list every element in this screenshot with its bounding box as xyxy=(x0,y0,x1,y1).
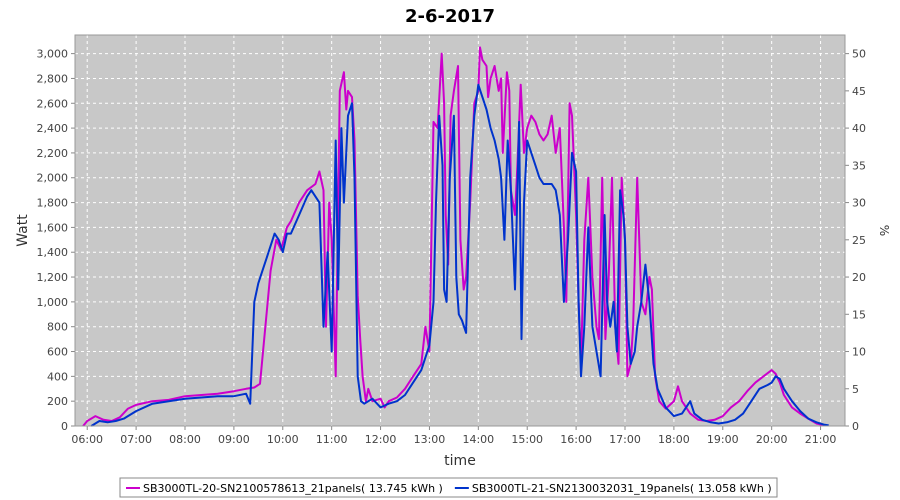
x-tick-label: 16:00 xyxy=(560,433,592,446)
tick-labels: 02004006008001,0001,2001,4001,6001,8002,… xyxy=(37,48,867,446)
x-tick-label: 10:00 xyxy=(267,433,299,446)
y-tick-label: 2,600 xyxy=(37,97,69,110)
y-tick-label: 0 xyxy=(61,420,68,433)
y-tick-label: 2,800 xyxy=(37,72,69,85)
y2-tick-label: 20 xyxy=(852,271,866,284)
x-tick-label: 13:00 xyxy=(414,433,446,446)
axes xyxy=(71,34,849,430)
x-tick-label: 21:00 xyxy=(805,433,837,446)
y-tick-label: 800 xyxy=(47,321,68,334)
x-tick-label: 19:00 xyxy=(707,433,739,446)
x-tick-label: 12:00 xyxy=(365,433,397,446)
y-axis-title: Watt xyxy=(15,214,31,247)
y-tick-label: 2,000 xyxy=(37,172,69,185)
legend: SB3000TL-20-SN2100578613_21panels( 13.74… xyxy=(119,477,778,498)
series-line-2 xyxy=(90,83,829,427)
y2-tick-label: 30 xyxy=(852,197,866,210)
x-tick-label: 06:00 xyxy=(71,433,103,446)
x-tick-label: 14:00 xyxy=(462,433,494,446)
legend-box xyxy=(119,477,778,498)
legend-label-1: SB3000TL-20-SN2100578613_21panels( 13.74… xyxy=(143,482,443,495)
y-tick-label: 200 xyxy=(47,395,68,408)
x-tick-label: 09:00 xyxy=(218,433,250,446)
y2-axis-title: % xyxy=(877,225,891,236)
y2-tick-label: 40 xyxy=(852,122,866,135)
y-tick-label: 3,000 xyxy=(37,48,69,61)
y2-tick-label: 25 xyxy=(852,234,866,247)
x-tick-label: 17:00 xyxy=(609,433,641,446)
y-tick-label: 1,400 xyxy=(37,246,69,259)
y-tick-label: 1,600 xyxy=(37,221,69,234)
y-tick-label: 1,800 xyxy=(37,197,69,210)
y2-tick-label: 45 xyxy=(852,85,866,98)
y2-tick-label: 10 xyxy=(852,346,866,359)
y-tick-label: 1,000 xyxy=(37,296,69,309)
y2-tick-label: 15 xyxy=(852,308,866,321)
y2-tick-label: 0 xyxy=(852,420,859,433)
chart-title: 2-6-2017 xyxy=(405,6,495,27)
y-tick-label: 2,200 xyxy=(37,147,69,160)
x-tick-label: 11:00 xyxy=(316,433,348,446)
y-tick-label: 400 xyxy=(47,370,68,383)
y-tick-label: 1,200 xyxy=(37,271,69,284)
x-axis-title: time xyxy=(444,453,476,469)
y2-tick-label: 5 xyxy=(852,383,859,396)
x-tick-label: 07:00 xyxy=(120,433,152,446)
y-tick-label: 2,400 xyxy=(37,122,69,135)
series-group xyxy=(82,46,829,427)
x-tick-label: 18:00 xyxy=(658,433,690,446)
plot-border xyxy=(74,34,846,427)
y-tick-label: 600 xyxy=(47,346,68,359)
y2-tick-label: 35 xyxy=(852,159,866,172)
x-tick-label: 15:00 xyxy=(511,433,543,446)
x-tick-label: 20:00 xyxy=(756,433,788,446)
x-tick-label: 08:00 xyxy=(169,433,201,446)
legend-label-2: SB3000TL-21-SN2130032031_19panels( 13.05… xyxy=(472,482,772,495)
y2-tick-label: 50 xyxy=(852,48,866,61)
